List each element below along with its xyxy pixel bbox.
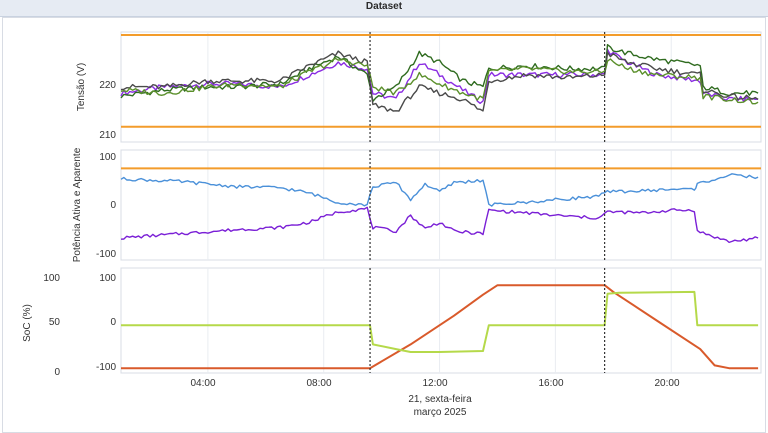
x-tick-1600: 16:00	[538, 378, 563, 389]
soc-axis-label: SoC (%)	[22, 304, 33, 342]
series-line-1-0	[120, 206, 759, 244]
series-line-0-1	[120, 44, 759, 103]
x-tick-0400: 04:00	[190, 378, 215, 389]
soc-tick-0: 0	[54, 367, 60, 378]
series-line-0-2	[120, 50, 759, 112]
window-title: Dataset	[365, 1, 403, 12]
x-tick-1200: 12:00	[422, 378, 447, 389]
mode-tick-minus100: -100	[96, 362, 116, 373]
panel-soc	[120, 267, 762, 374]
x-tick-2000: 20:00	[654, 378, 679, 389]
series-line-1-1	[120, 173, 759, 207]
soc-tick-100: 100	[43, 273, 60, 284]
series-line-0-0	[120, 48, 759, 105]
power-tick-100: 100	[99, 152, 116, 163]
power-tick-minus100: -100	[96, 249, 116, 260]
power-axis-label: Potência Ativa e Aparente	[72, 147, 83, 262]
x-date-line1: 21, sexta-feira	[408, 394, 472, 405]
window-titlebar: Dataset	[0, 0, 768, 17]
series-line-0-3	[120, 57, 759, 105]
mode-tick-100: 100	[99, 273, 116, 284]
mode-tick-0: 0	[110, 317, 116, 328]
voltage-tick-220: 220	[99, 80, 116, 91]
x-date-line2: março 2025	[414, 407, 467, 418]
series-line-2-1	[121, 290, 759, 353]
voltage-axis-label: Tensão (V)	[76, 63, 87, 111]
power-tick-0: 0	[110, 200, 116, 211]
x-tick-0800: 08:00	[306, 378, 331, 389]
voltage-tick-210: 210	[99, 130, 116, 141]
soc-tick-50: 50	[49, 317, 61, 328]
panel-power	[120, 149, 762, 261]
